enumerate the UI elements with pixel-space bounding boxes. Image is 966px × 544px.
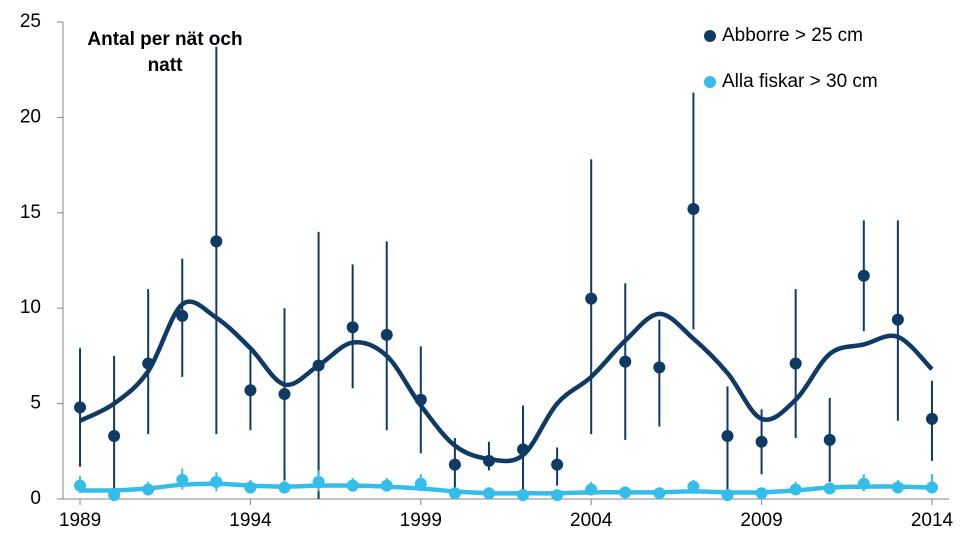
data-point xyxy=(891,313,904,326)
x-tick-label: 1999 xyxy=(400,510,442,531)
data-point xyxy=(108,430,121,443)
data-point xyxy=(278,388,291,401)
data-point xyxy=(312,359,325,372)
data-point xyxy=(925,481,938,494)
data-point xyxy=(585,292,598,305)
data-point xyxy=(414,393,427,406)
data-point xyxy=(687,202,700,215)
data-point xyxy=(585,483,598,496)
data-point xyxy=(210,475,223,488)
data-point xyxy=(789,483,802,496)
data-point xyxy=(653,361,666,374)
data-point xyxy=(619,355,632,368)
data-point xyxy=(142,357,155,370)
legend-label: Alla fiskar > 30 cm xyxy=(722,71,878,92)
data-point xyxy=(517,443,530,456)
data-point xyxy=(142,483,155,496)
legend-label: Abborre > 25 cm xyxy=(722,25,863,46)
data-point xyxy=(414,477,427,490)
data-point xyxy=(176,473,189,486)
trend-line xyxy=(79,299,934,464)
data-point xyxy=(823,482,836,495)
data-point xyxy=(176,309,189,322)
x-tick-label: 1989 xyxy=(59,510,101,531)
y-tick-label: 5 xyxy=(30,393,41,414)
data-point xyxy=(925,412,938,425)
data-point xyxy=(755,487,768,500)
data-point xyxy=(619,486,632,499)
data-point xyxy=(210,235,223,248)
data-point xyxy=(346,479,359,492)
y-tick-label: 20 xyxy=(20,106,41,127)
data-point xyxy=(551,489,564,502)
y-tick-label: 15 xyxy=(20,202,41,223)
data-point xyxy=(74,401,87,414)
data-point xyxy=(857,477,870,490)
y-axis-label: Antal per nät och natt xyxy=(87,29,243,76)
data-point xyxy=(244,384,257,397)
data-point xyxy=(482,454,495,467)
data-point xyxy=(857,269,870,282)
data-point xyxy=(312,475,325,488)
x-tick-label: 2009 xyxy=(740,510,782,531)
data-point xyxy=(653,487,666,500)
data-point xyxy=(448,458,461,471)
data-point xyxy=(448,487,461,500)
data-point xyxy=(789,357,802,370)
data-point xyxy=(244,481,257,494)
data-point xyxy=(755,435,768,448)
data-point xyxy=(551,458,564,471)
data-point xyxy=(74,479,87,492)
x-tick-label: 2014 xyxy=(911,510,954,531)
trend-line xyxy=(80,481,933,496)
x-tick-label: 2004 xyxy=(570,510,613,531)
data-point xyxy=(891,481,904,494)
y-tick-label: 0 xyxy=(30,488,41,509)
y-tick-label: 10 xyxy=(20,297,41,318)
legend-marker xyxy=(704,76,716,88)
data-point xyxy=(517,489,530,502)
data-point xyxy=(687,480,700,493)
data-point xyxy=(721,489,734,502)
legend-marker xyxy=(704,30,716,42)
data-point xyxy=(380,328,393,341)
data-point xyxy=(380,479,393,492)
x-tick-label: 1994 xyxy=(229,510,272,531)
data-point xyxy=(278,481,291,494)
y-tick-label: 25 xyxy=(20,11,41,32)
data-point xyxy=(346,321,359,334)
data-point xyxy=(823,433,836,446)
data-point xyxy=(721,430,734,443)
data-point xyxy=(108,489,121,502)
data-point xyxy=(482,487,495,500)
